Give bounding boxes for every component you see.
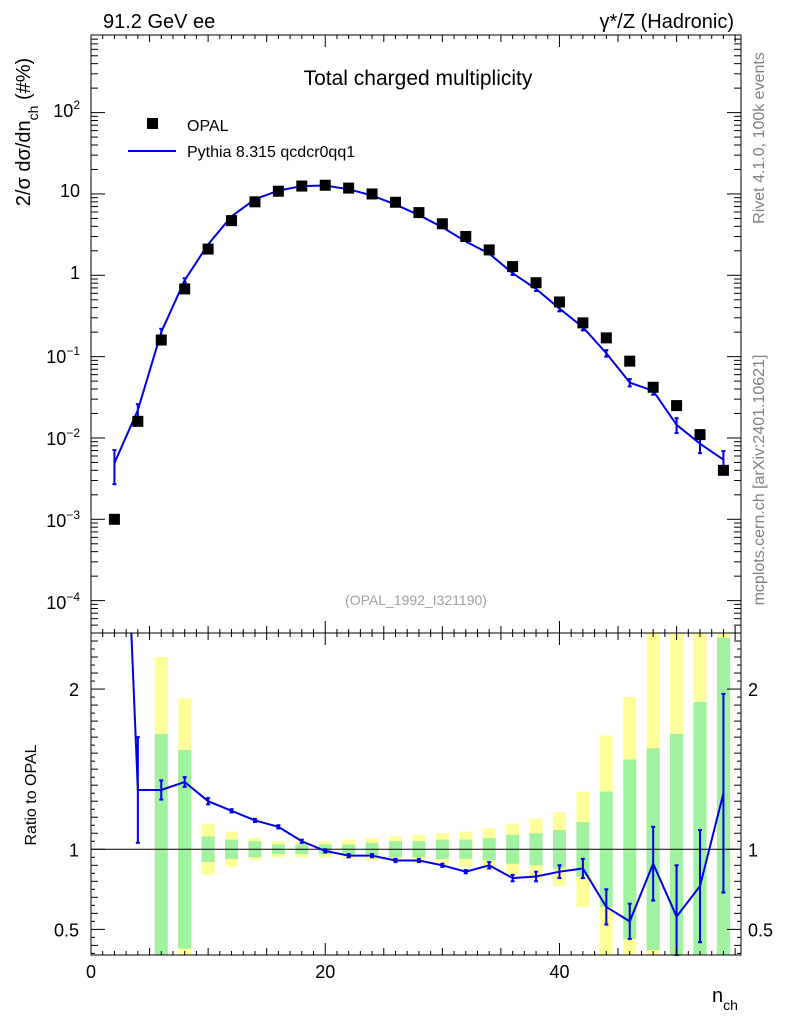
opal-data-point (483, 244, 495, 256)
axes-layer (90, 34, 742, 956)
ratio-tick-label-left: 0.5 (54, 920, 79, 940)
opal-data-point (272, 185, 284, 197)
opal-data-point (507, 261, 519, 273)
main-plot-layer (108, 179, 729, 525)
ratio-tick-label-right: 1 (748, 840, 758, 860)
opal-data-point (343, 182, 355, 194)
ratio-band-inner (154, 733, 168, 955)
ratio-band-inner (670, 733, 684, 955)
y-tick-1e-3: 10−3 (46, 508, 80, 531)
opal-data-point (577, 317, 589, 329)
chart-title: Total charged multiplicity (304, 67, 533, 90)
mc-series-line (113, 184, 724, 464)
ratio-tick-label-left: 2 (69, 680, 79, 700)
ratio-y-axis-label: Ratio to OPAL (23, 744, 40, 845)
opal-data-point (436, 218, 448, 230)
opal-data-point (179, 283, 191, 295)
opal-data-point (390, 196, 402, 208)
opal-data-point (249, 196, 261, 208)
opal-data-point (530, 277, 542, 289)
y-tick-1e-1: 10−1 (46, 344, 80, 367)
opal-data-point (202, 243, 214, 255)
y-tick-1: 1 (70, 263, 80, 283)
opal-data-point (553, 296, 565, 308)
opal-data-point (296, 180, 308, 192)
x-axis-label: nch (712, 985, 738, 1013)
x-tick-label: 40 (549, 962, 569, 982)
opal-data-point (671, 400, 683, 412)
x-tick-label: 20 (315, 962, 335, 982)
legend-data-label: OPAL (187, 118, 229, 135)
tick-label-layer: 0 20 40 0.5 0.5 1 1 2 2 (54, 680, 773, 982)
rivet-label: Rivet 4.1.0, 100k events (751, 52, 768, 224)
ratio-tick-label-right: 0.5 (748, 920, 773, 940)
y-tick-labels: 10−4 10−3 10−2 10−1 1 10 102 (46, 98, 80, 613)
y-tick-1e-4: 10−4 (46, 590, 80, 613)
opal-data-point (600, 332, 612, 344)
opal-data-point (132, 415, 144, 427)
y-tick-10: 10 (60, 181, 80, 201)
y-tick-1e-2: 10−2 (46, 426, 80, 449)
ratio-plot-layer (91, 633, 741, 956)
legend-mc-label: Pythia 8.315 qcdcr0qq1 (187, 144, 355, 161)
process-label: γ*/Z (Hadronic) (600, 11, 734, 33)
legend-data-marker (147, 118, 158, 129)
opal-data-point (694, 429, 706, 441)
ratio-frame (90, 632, 742, 956)
opal-data-point (108, 513, 120, 525)
energy-label: 91.2 GeV ee (103, 11, 215, 33)
y-axis-label: 2/σ dσ/dnch (#%) (13, 58, 41, 206)
ratio-bands (154, 633, 730, 955)
opal-data-point (460, 230, 472, 242)
analysis-id: (OPAL_1992_I321190) (345, 592, 487, 608)
opal-data-point (319, 179, 331, 191)
mcplots-label: mcplots.cern.ch [arXiv:2401.10621] (751, 355, 768, 606)
opal-data-point (366, 188, 378, 200)
opal-data-point (155, 334, 167, 346)
opal-data-point (413, 207, 425, 219)
y-tick-100: 102 (53, 98, 80, 121)
ratio-tick-label-left: 1 (69, 840, 79, 860)
opal-data-point (717, 464, 729, 476)
x-tick-label: 0 (86, 962, 96, 982)
opal-data-point (647, 381, 659, 393)
ratio-tick-label-right: 2 (748, 680, 758, 700)
opal-data-point (624, 355, 636, 367)
opal-data-point (226, 215, 238, 227)
